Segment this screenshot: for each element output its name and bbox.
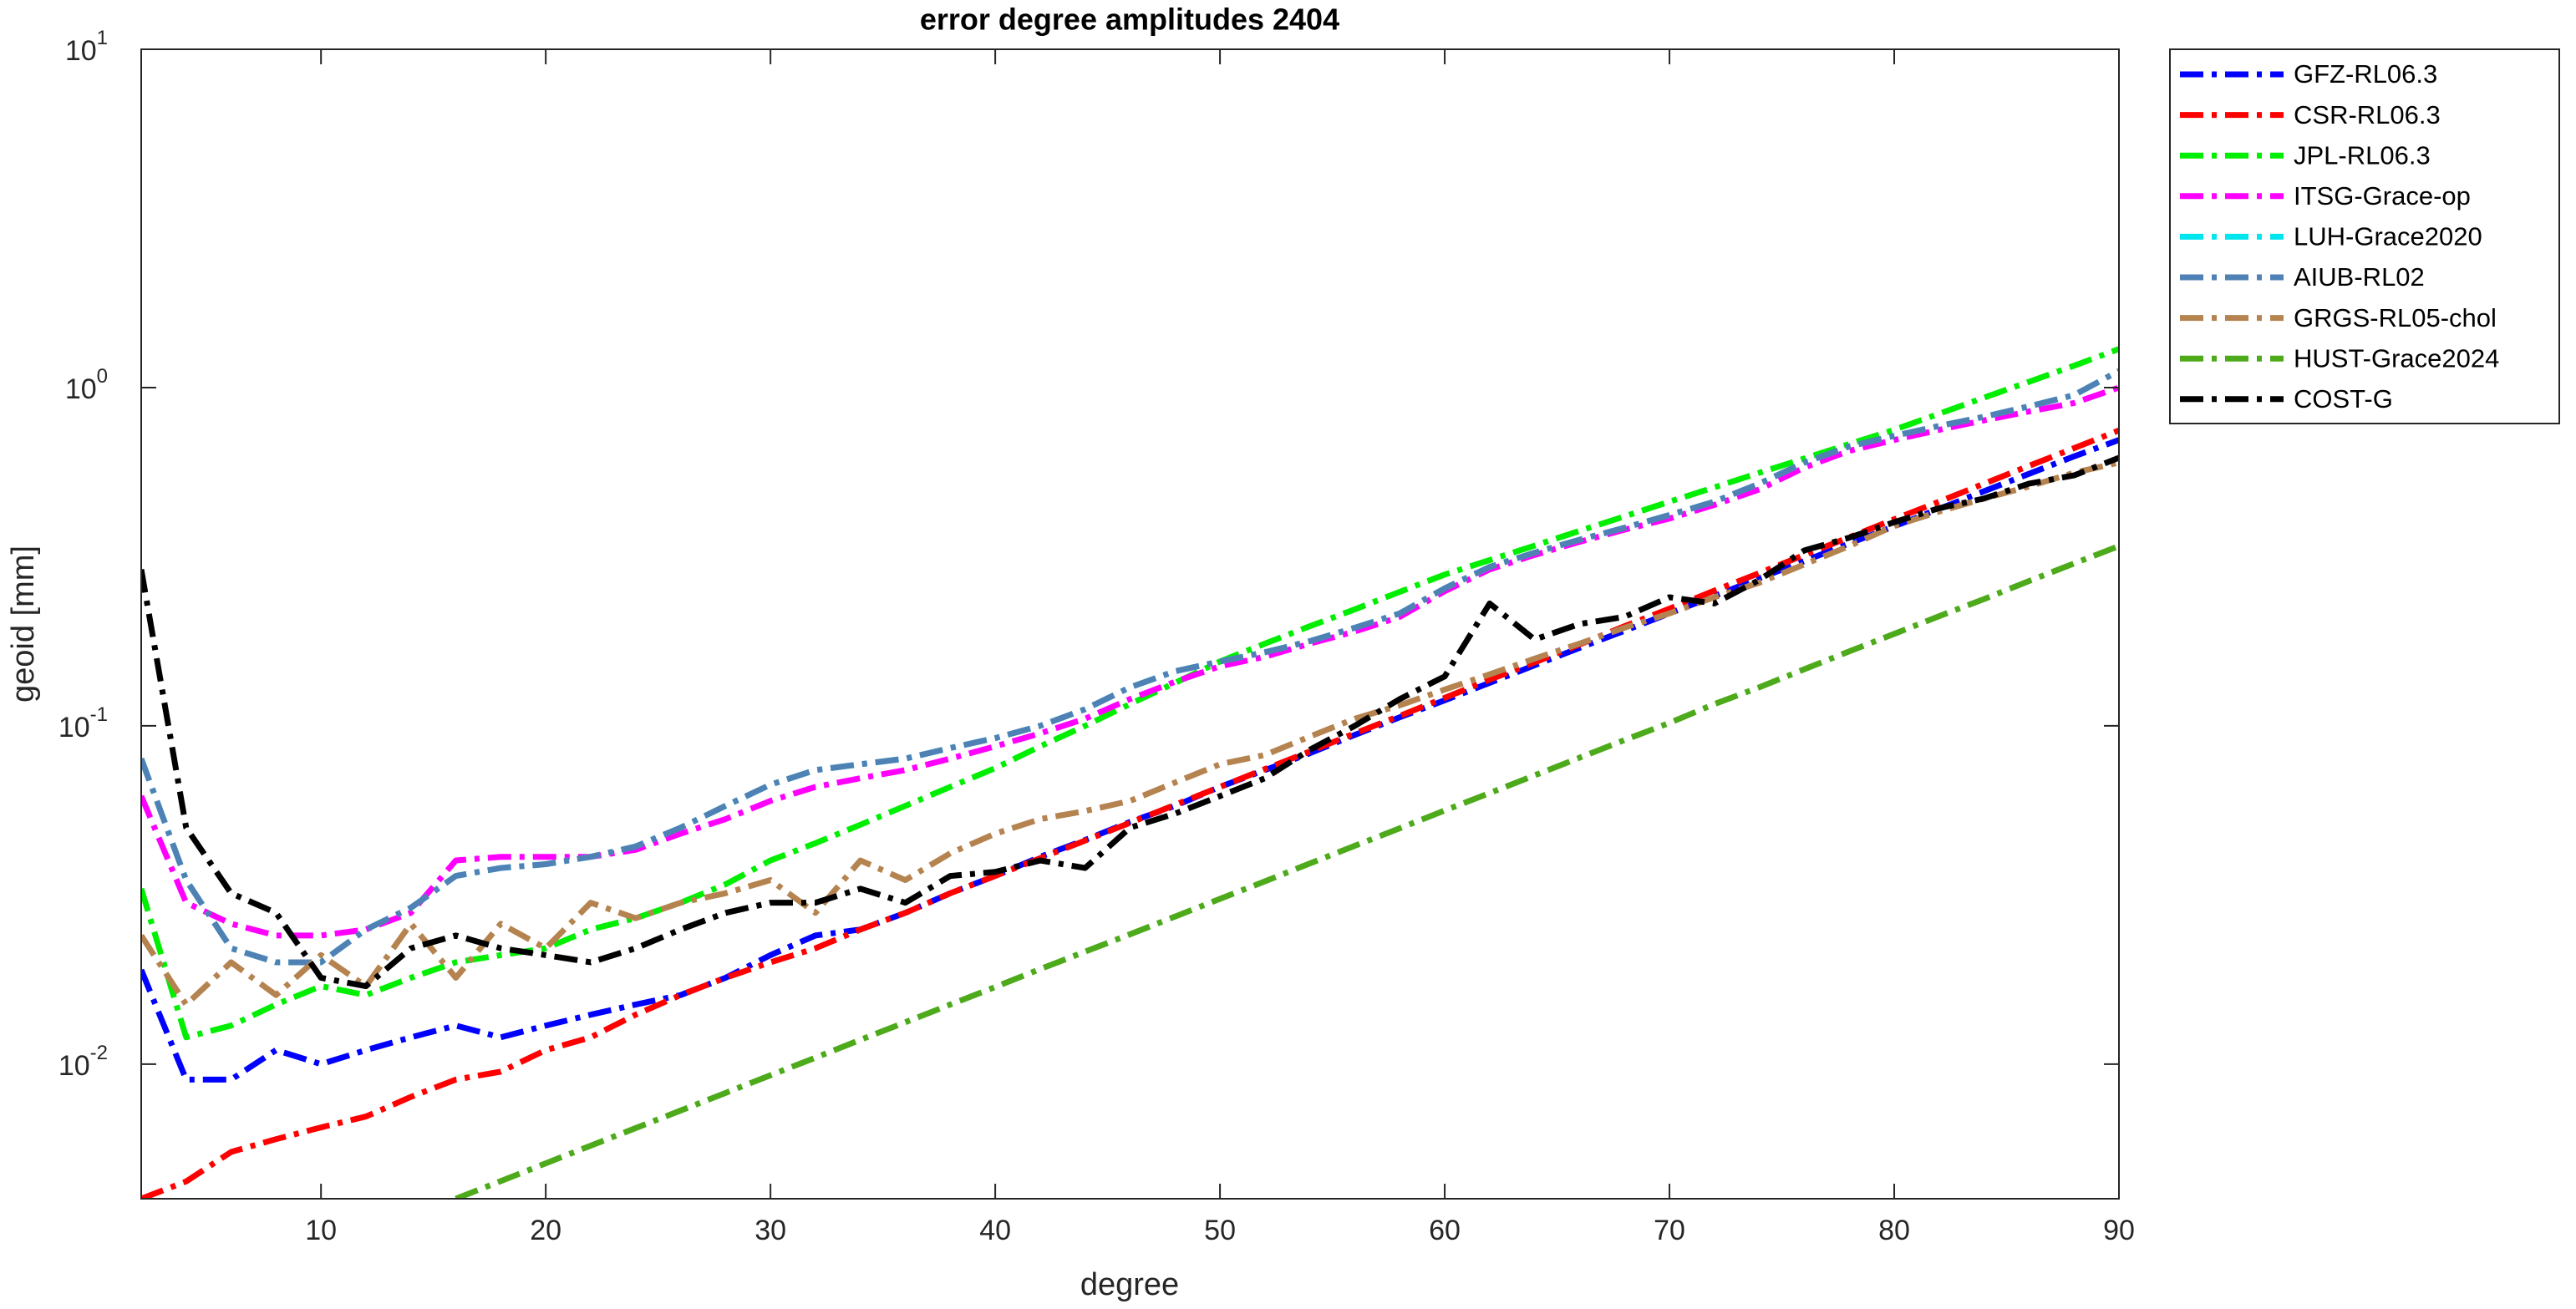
y-tick-label: 101 <box>65 27 108 67</box>
legend-label: AIUB-RL02 <box>2294 262 2425 292</box>
legend-label: COST-G <box>2294 384 2393 414</box>
x-tick-label: 10 <box>305 1215 337 1246</box>
x-tick-label: 40 <box>979 1215 1011 1246</box>
series-line <box>141 368 2119 966</box>
x-tick-label: 70 <box>1654 1215 1685 1246</box>
x-tick-label: 20 <box>530 1215 561 1246</box>
y-tick-label: 10-1 <box>58 703 108 743</box>
legend-label: GRGS-RL05-chol <box>2294 303 2497 332</box>
legend-label: LUH-Grace2020 <box>2294 222 2482 251</box>
legend-label: JPL-RL06.3 <box>2294 140 2431 170</box>
series-line <box>141 427 2119 1199</box>
y-axis-label: geoid [mm] <box>6 545 41 703</box>
series-line <box>141 384 2119 939</box>
series-line <box>455 543 2119 1199</box>
legend-label: GFZ-RL06.3 <box>2294 59 2437 89</box>
x-tick-label: 90 <box>2103 1215 2135 1246</box>
axes-frame <box>140 48 2120 1200</box>
legend-label: CSR-RL06.3 <box>2294 100 2441 129</box>
y-tick-label: 10-2 <box>58 1042 108 1082</box>
x-tick-label: 80 <box>1878 1215 1910 1246</box>
series-line <box>141 437 2119 1083</box>
legend-label: ITSG-Grace-op <box>2294 181 2471 211</box>
x-tick-label: 60 <box>1429 1215 1461 1246</box>
legend-label: HUST-Grace2024 <box>2294 343 2499 373</box>
plot-area <box>141 346 2119 1199</box>
x-tick-label: 30 <box>755 1215 786 1246</box>
x-axis-label: degree <box>1080 1267 1179 1302</box>
x-tick-label: 50 <box>1204 1215 1236 1246</box>
series-line <box>141 459 2119 1008</box>
y-tick-label: 100 <box>65 365 108 405</box>
chart-title: error degree amplitudes 2404 <box>920 3 1339 37</box>
series-line <box>141 454 2119 990</box>
